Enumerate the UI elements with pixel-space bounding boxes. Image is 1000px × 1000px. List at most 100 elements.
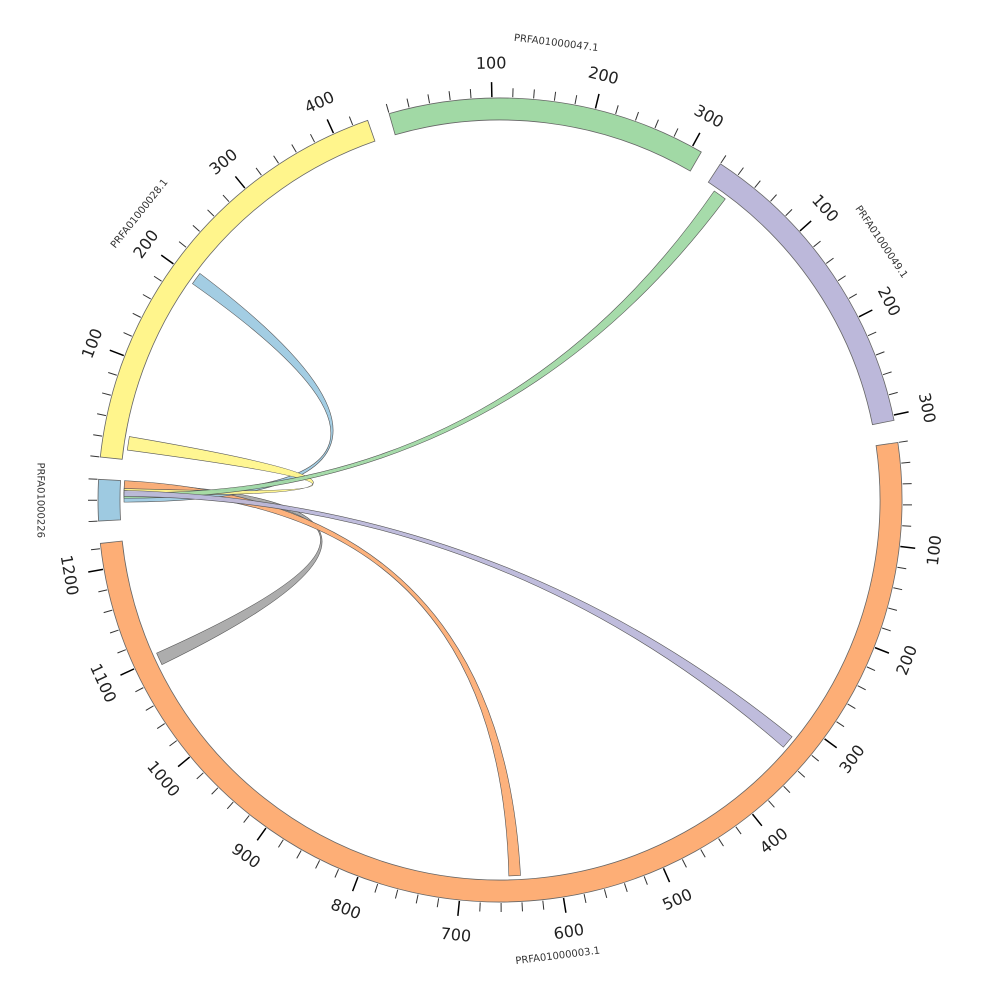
- major-tick: [900, 545, 916, 550]
- tick-label: 700: [440, 924, 472, 946]
- major-tick: [351, 876, 359, 892]
- minor-tick: [211, 787, 219, 795]
- minor-tick: [226, 801, 234, 810]
- tick-label: 100: [78, 326, 107, 361]
- minor-tick: [867, 331, 877, 337]
- minor-tick: [123, 332, 132, 337]
- minor-tick: [681, 859, 687, 868]
- minor-tick: [153, 275, 162, 282]
- minor-tick: [898, 440, 908, 443]
- minor-tick: [553, 91, 557, 101]
- minor-tick: [156, 723, 165, 729]
- minor-tick: [169, 740, 178, 747]
- link-ribbons: [123, 190, 793, 877]
- major-tick: [562, 897, 567, 913]
- major-tick: [88, 568, 104, 573]
- tick-label: 300: [691, 101, 727, 132]
- minor-tick: [720, 155, 727, 164]
- contig-label-PRFA01000226: PRFA01000226: [34, 462, 45, 538]
- minor-tick: [436, 898, 440, 908]
- minor-tick: [222, 194, 230, 203]
- minor-tick: [754, 180, 761, 188]
- major-tick: [177, 756, 191, 768]
- minor-tick: [385, 103, 390, 113]
- minor-tick: [583, 894, 587, 904]
- minor-tick: [902, 525, 912, 527]
- tick-label: 100: [476, 53, 507, 73]
- link-ribbon-6: [123, 490, 793, 748]
- minor-tick: [406, 98, 410, 108]
- tick-label: 200: [892, 642, 921, 677]
- minor-tick: [90, 455, 100, 458]
- minor-tick: [857, 685, 866, 691]
- minor-tick: [700, 849, 706, 858]
- tick-label: 100: [808, 190, 843, 225]
- tick-label: 600: [552, 920, 585, 944]
- minor-tick: [334, 869, 339, 878]
- tick-label: 300: [206, 145, 242, 179]
- minor-tick: [770, 194, 777, 202]
- tick-label: 400: [756, 824, 792, 858]
- minor-tick: [837, 275, 846, 282]
- minor-tick: [768, 800, 775, 808]
- minor-tick: [255, 167, 262, 176]
- major-tick: [799, 220, 812, 232]
- minor-tick: [315, 860, 321, 869]
- major-tick: [662, 868, 671, 883]
- minor-tick: [196, 772, 204, 780]
- contig-segments: [97, 97, 903, 903]
- minor-tick: [654, 119, 659, 129]
- minor-tick: [90, 548, 101, 551]
- minor-tick: [415, 894, 419, 904]
- minor-tick: [643, 876, 648, 885]
- major-tick: [824, 738, 838, 749]
- tick-label: 1100: [86, 661, 120, 706]
- minor-tick: [448, 91, 451, 101]
- minor-tick: [93, 434, 103, 437]
- major-tick: [120, 668, 135, 676]
- minor-tick: [142, 294, 151, 300]
- tick-label: 1000: [143, 757, 184, 800]
- minor-tick: [374, 883, 379, 893]
- segment-PRFA01000028.1: [99, 119, 376, 460]
- major-tick: [751, 813, 763, 827]
- minor-tick: [901, 461, 911, 464]
- minor-tick: [623, 883, 628, 893]
- major-tick: [858, 309, 873, 318]
- link-ribbon-5: [123, 190, 726, 499]
- major-tick: [594, 93, 600, 109]
- minor-tick: [109, 629, 119, 634]
- minor-tick: [132, 312, 141, 318]
- major-tick: [109, 349, 125, 357]
- major-tick: [457, 900, 461, 916]
- minor-tick: [394, 889, 399, 899]
- minor-tick: [797, 770, 806, 778]
- minor-tick: [847, 703, 856, 709]
- minor-tick: [615, 105, 619, 115]
- tick-label: 100: [923, 534, 945, 567]
- major-tick: [160, 254, 174, 265]
- minor-tick: [888, 607, 898, 611]
- major-tick: [893, 411, 909, 416]
- minor-tick: [97, 413, 107, 417]
- minor-tick: [108, 371, 117, 376]
- minor-tick: [574, 95, 578, 105]
- minor-tick: [813, 240, 821, 248]
- tick-label: 300: [835, 741, 868, 777]
- major-tick: [874, 646, 890, 654]
- minor-tick: [888, 391, 898, 396]
- minor-tick: [893, 587, 903, 591]
- tick-label: 500: [659, 885, 695, 915]
- minor-tick: [718, 838, 724, 847]
- minor-tick: [735, 826, 742, 835]
- minor-tick: [469, 89, 472, 99]
- tick-label: 200: [874, 283, 905, 319]
- segment-PRFA01000049.1: [707, 163, 895, 426]
- minor-tick: [533, 89, 535, 99]
- minor-tick: [875, 351, 885, 356]
- minor-tick: [103, 609, 113, 614]
- contig-label-PRFA01000003.1: PRFA01000003.1: [515, 946, 601, 968]
- segment-PRFA01000047.1: [388, 97, 702, 172]
- minor-tick: [897, 566, 907, 570]
- tick-label: 1200: [57, 554, 83, 597]
